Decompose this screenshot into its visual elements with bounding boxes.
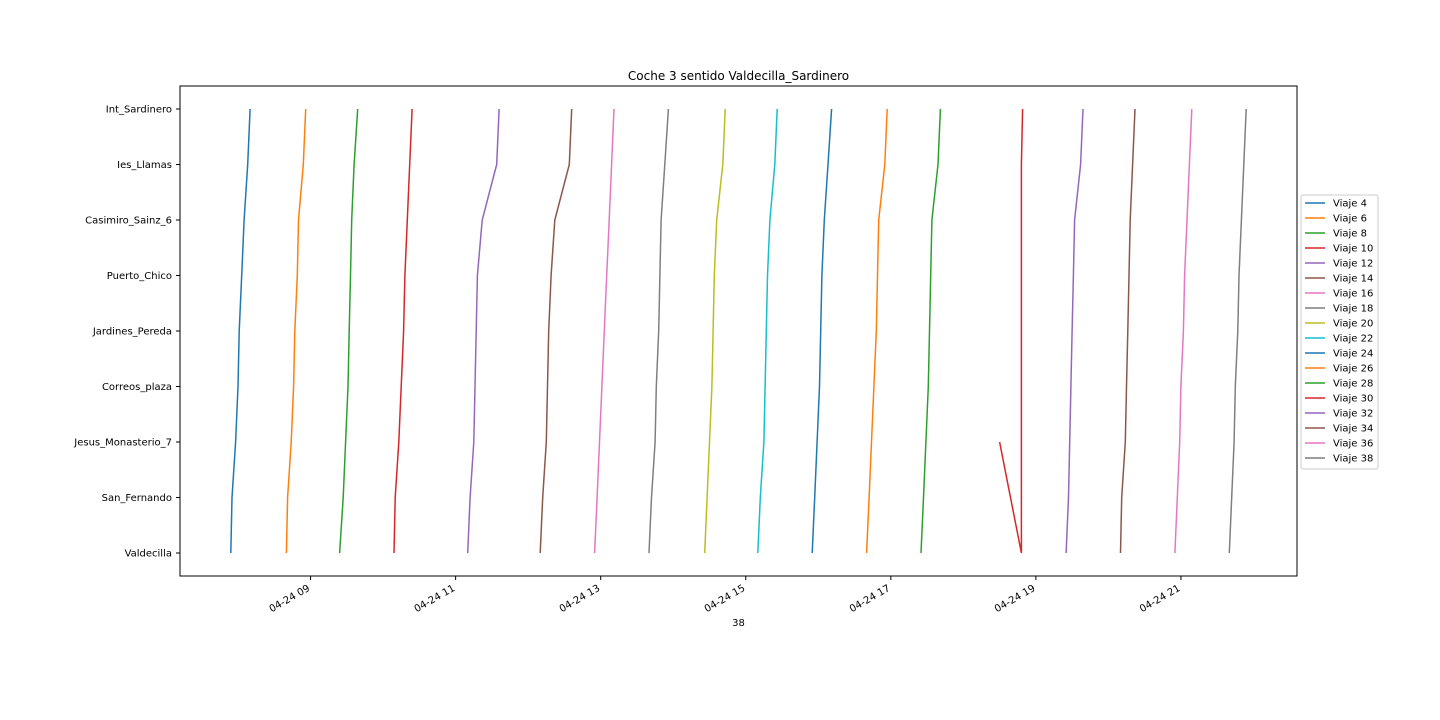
y-tick-label: Ies_Llamas	[117, 160, 172, 171]
x-tick-label: 04-24 21	[1138, 583, 1182, 615]
legend-label: Viaje 18	[1333, 304, 1373, 315]
series-line	[466, 108, 500, 554]
legend-label: Viaje 32	[1333, 409, 1373, 420]
legend-label: Viaje 12	[1333, 259, 1373, 270]
legend-label: Viaje 22	[1333, 334, 1373, 345]
x-tick-label: 04-24 11	[413, 583, 457, 615]
legend-label: Viaje 26	[1333, 364, 1373, 375]
x-axis: 04-24 09 04-24 11 04-24 13 04-24 15 04-24 17…	[268, 576, 1182, 615]
y-tick-label: Jardines_Pereda	[92, 327, 172, 338]
series-line	[1065, 108, 1084, 554]
legend-label: Viaje 14	[1333, 274, 1373, 285]
series-line	[230, 108, 251, 554]
series-line	[998, 108, 1024, 554]
x-tick-label: 04-24 17	[848, 583, 892, 615]
series-line	[811, 108, 833, 554]
y-tick-label: San_Fernando	[102, 493, 172, 504]
legend-label: Viaje 36	[1333, 439, 1373, 450]
legend-label: Viaje 10	[1333, 244, 1373, 255]
series-line	[593, 108, 615, 554]
legend-label: Viaje 6	[1333, 214, 1367, 225]
plot-frame	[179, 85, 1298, 577]
legend-label: Viaje 24	[1333, 349, 1373, 360]
y-tick-label: Puerto_Chico	[107, 271, 172, 282]
legend-label: Viaje 38	[1333, 454, 1373, 465]
series-line	[703, 108, 726, 554]
y-tick-label: Correos_plaza	[102, 382, 172, 393]
series-line	[1174, 108, 1193, 554]
series-line	[338, 108, 359, 554]
legend-label: Viaje 34	[1333, 424, 1373, 435]
x-axis-label: 38	[732, 618, 745, 629]
legend: Viaje 4 Viaje 6 Viaje 8 Viaje 10 Viaje 12 Via…	[1300, 194, 1379, 470]
series-line	[1119, 108, 1136, 554]
y-tick-label: Int_Sardinero	[106, 105, 172, 116]
x-tick-label: 04-24 15	[703, 583, 747, 615]
legend-label: Viaje 28	[1333, 379, 1373, 390]
legend-label: Viaje 8	[1333, 229, 1367, 240]
legend-label: Viaje 16	[1333, 289, 1373, 300]
series-line	[920, 108, 942, 554]
series-line	[285, 108, 307, 554]
y-tick-label: Valdecilla	[125, 549, 172, 560]
x-tick-label: 04-24 19	[993, 583, 1037, 615]
x-tick-label: 04-24 09	[268, 583, 312, 615]
x-tick-label: 04-24 13	[558, 583, 602, 615]
series-line	[757, 108, 778, 554]
series-line	[393, 108, 413, 554]
y-axis: Valdecilla San_Fernando Jesus_Monasterio_7…	[73, 105, 180, 560]
y-tick-label: Casimiro_Sainz_6	[85, 216, 172, 227]
plot-lines	[230, 108, 1247, 554]
legend-label: Viaje 30	[1333, 394, 1373, 405]
series-line	[539, 108, 573, 554]
chart-title: Coche 3 sentido Valdecilla_Sardinero	[628, 69, 849, 83]
legend-label: Viaje 20	[1333, 319, 1373, 330]
legend-label: Viaje 4	[1333, 199, 1367, 210]
y-tick-label: Jesus_Monasterio_7	[73, 438, 172, 449]
series-line	[865, 108, 888, 554]
series-line	[1228, 108, 1247, 554]
series-line	[648, 108, 670, 554]
